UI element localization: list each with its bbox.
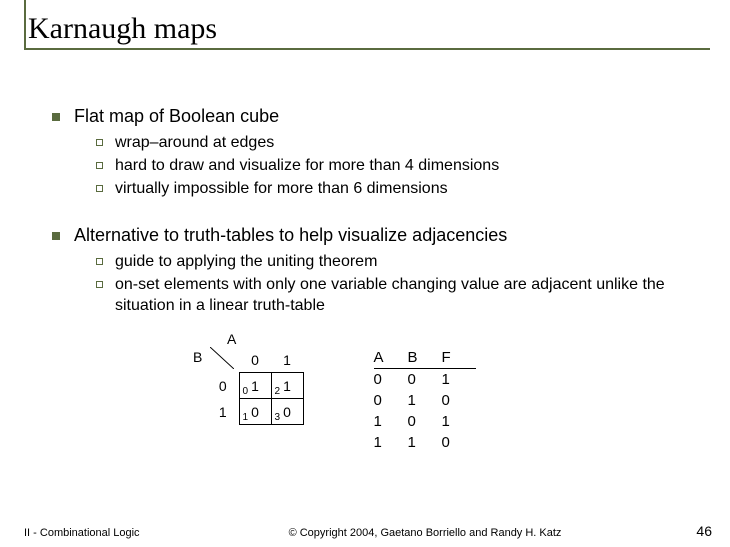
table-cell: 1 xyxy=(374,411,408,432)
square-bullet-icon xyxy=(52,232,60,240)
bullet-text: Flat map of Boolean cube xyxy=(74,106,279,127)
bullet-level2: wrap–around at edges xyxy=(96,133,710,154)
kmap-cell: 0 3 xyxy=(271,399,303,425)
table-cell: 1 xyxy=(442,368,476,390)
bullet-level2: on-set elements with only one variable c… xyxy=(96,275,710,317)
slide-content: Flat map of Boolean cube wrap–around at … xyxy=(24,50,710,453)
table-cell: 0 xyxy=(442,390,476,411)
karnaugh-map: A B 0 1 0 1 0 1 2 xyxy=(207,347,304,453)
hollow-square-bullet-icon xyxy=(96,139,103,146)
square-bullet-icon xyxy=(52,113,60,121)
bullet-text: guide to applying the uniting theorem xyxy=(115,252,377,273)
table-cell: 1 xyxy=(408,390,442,411)
table-cell: 0 xyxy=(442,432,476,453)
table-cell: 0 xyxy=(408,411,442,432)
bullet-text: wrap–around at edges xyxy=(115,133,274,154)
table-row: 1 0 1 xyxy=(374,411,476,432)
kmap-value: 0 xyxy=(251,404,259,420)
kmap-value: 1 xyxy=(251,378,259,394)
kmap-subscript: 2 xyxy=(275,386,281,397)
slide-number: 46 xyxy=(670,523,730,539)
kmap-cell: 1 2 xyxy=(271,373,303,399)
table-cell: 0 xyxy=(374,368,408,390)
table-row: 0 0 1 xyxy=(374,368,476,390)
bullet-level1: Alternative to truth-tables to help visu… xyxy=(52,225,710,336)
table-header: F xyxy=(442,347,476,369)
kmap-row-header: 1 xyxy=(207,399,239,425)
kmap-a-label: A xyxy=(227,331,236,347)
table-cell: 0 xyxy=(408,368,442,390)
hollow-square-bullet-icon xyxy=(96,162,103,169)
bullet-level1: Flat map of Boolean cube wrap–around at … xyxy=(52,106,710,219)
kmap-col-header: 0 xyxy=(239,347,271,373)
slide-footer: II - Combinational Logic © Copyright 200… xyxy=(0,523,730,539)
kmap-cell: 1 0 xyxy=(239,373,271,399)
bullet-level2: hard to draw and visualize for more than… xyxy=(96,156,710,177)
hollow-square-bullet-icon xyxy=(96,258,103,265)
kmap-value: 1 xyxy=(283,378,291,394)
title-bar: Karnaugh maps xyxy=(24,12,710,50)
bullet-level2: guide to applying the uniting theorem xyxy=(96,252,710,273)
table-header: A xyxy=(374,347,408,369)
bullet-text: virtually impossible for more than 6 dim… xyxy=(115,179,448,200)
footer-copyright: © Copyright 2004, Gaetano Borriello and … xyxy=(180,527,670,539)
kmap-row-header: 0 xyxy=(207,373,239,399)
bullet-level2: virtually impossible for more than 6 dim… xyxy=(96,179,710,200)
table-cell: 1 xyxy=(442,411,476,432)
kmap-subscript: 3 xyxy=(275,412,281,423)
truth-table: A B F 0 0 1 0 1 0 1 0 1 xyxy=(374,347,476,453)
bullet-text: on-set elements with only one variable c… xyxy=(115,275,695,317)
kmap-subscript: 1 xyxy=(243,412,249,423)
bullet-text: hard to draw and visualize for more than… xyxy=(115,156,499,177)
kmap-col-header: 1 xyxy=(271,347,303,373)
kmap-subscript: 0 xyxy=(243,386,249,397)
slide-title: Karnaugh maps xyxy=(24,12,710,46)
hollow-square-bullet-icon xyxy=(96,185,103,192)
kmap-value: 0 xyxy=(283,404,291,420)
diagonal-line-icon xyxy=(210,347,234,369)
table-cell: 1 xyxy=(408,432,442,453)
footer-section: II - Combinational Logic xyxy=(0,527,180,539)
table-row: 1 1 0 xyxy=(374,432,476,453)
kmap-b-label: B xyxy=(193,349,202,365)
figures-row: A B 0 1 0 1 0 1 2 xyxy=(52,347,710,453)
table-cell: 0 xyxy=(374,390,408,411)
table-header-row: A B F xyxy=(374,347,476,369)
table-cell: 1 xyxy=(374,432,408,453)
table-header: B xyxy=(408,347,442,369)
table-row: 0 1 0 xyxy=(374,390,476,411)
hollow-square-bullet-icon xyxy=(96,281,103,288)
kmap-cell: 0 1 xyxy=(239,399,271,425)
bullet-text: Alternative to truth-tables to help visu… xyxy=(74,225,507,246)
